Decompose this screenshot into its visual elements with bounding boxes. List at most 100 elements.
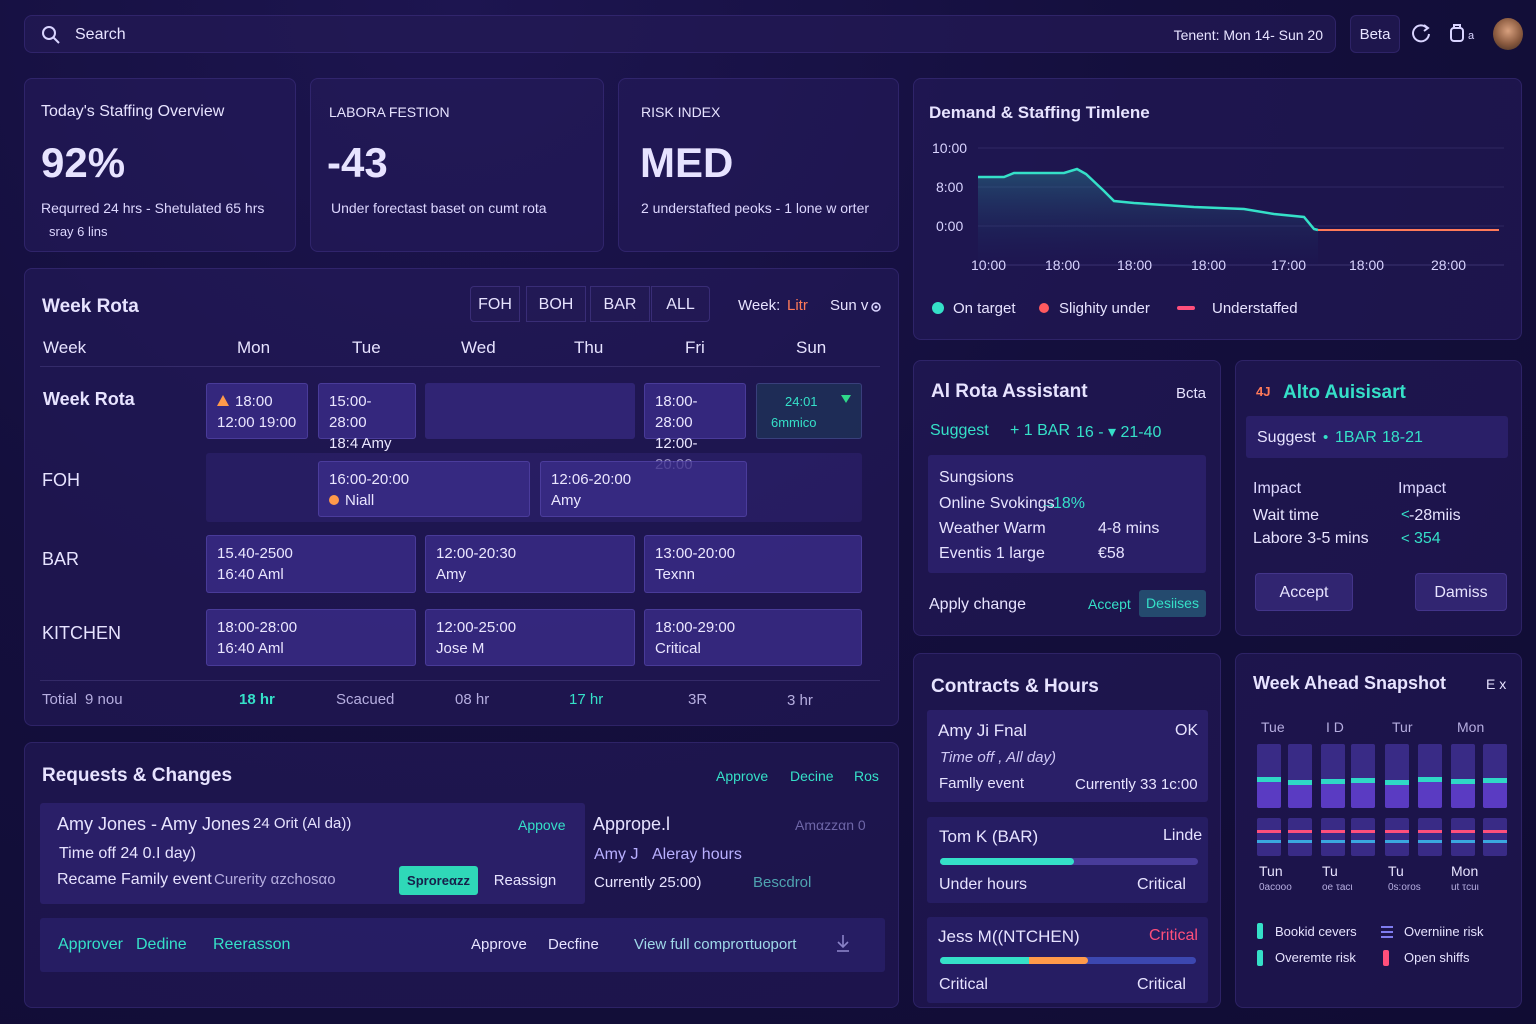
tab-all[interactable]: ALL — [651, 286, 710, 322]
total-thu: 17 hr — [569, 691, 604, 708]
tab-foh[interactable]: FOH — [470, 286, 520, 322]
decline-all-link[interactable]: Decine — [790, 768, 834, 784]
notification-icon[interactable]: a — [1448, 22, 1480, 49]
reassign-button[interactable]: Reassign — [493, 872, 557, 889]
overnight-marker — [1385, 840, 1409, 843]
approve-request-button[interactable]: Sproreαzz — [399, 866, 478, 895]
refresh-icon[interactable] — [1410, 22, 1432, 49]
ai-suggest-label: Suggest — [930, 422, 989, 439]
snapshot-bar-fill — [1257, 779, 1281, 808]
approve-link[interactable]: Appove — [518, 817, 566, 833]
snapshot-day: Tu — [1388, 863, 1404, 879]
approve-all-link[interactable]: Approve — [716, 768, 769, 784]
approver-link[interactable]: Approver — [58, 936, 123, 953]
view-full-link[interactable]: View full comproτtuoport — [634, 936, 797, 953]
snapshot-bar-marker — [1257, 777, 1281, 783]
snapshot-title: Week Ahead Snapshot — [1253, 673, 1447, 693]
shift-detail: 12:00 19:00 — [217, 414, 297, 431]
legend-overnight: Overniine risk — [1404, 924, 1484, 939]
requests-title: Requests & Changes — [42, 765, 233, 786]
dismiss-button[interactable]: Damiss — [1415, 573, 1507, 611]
tab-boh[interactable]: BOH — [526, 286, 586, 322]
shift-time: 24:01 — [785, 394, 818, 409]
shift-block[interactable]: 15:00-28:00 18:4 Amy — [318, 383, 416, 452]
shift-block[interactable]: 16:00-20:00 Niall — [318, 461, 530, 517]
legend-on-target-icon — [932, 302, 944, 314]
snapshot-bar-marker — [1321, 779, 1345, 785]
search-bar[interactable]: Search Tenent: Mon 14- Sun 20 — [24, 15, 1336, 53]
left-arrow-icon: < — [1401, 530, 1410, 547]
svg-text:a: a — [1468, 30, 1475, 42]
shift-block-highlight[interactable]: 24:01 6mmico — [756, 383, 862, 439]
y-tick: 0:00 — [936, 218, 963, 234]
change-current: Currently 25:00) — [594, 874, 702, 891]
week-selector[interactable]: Litr — [787, 297, 808, 314]
sun-selector[interactable]: Sun v — [830, 297, 869, 314]
search-input[interactable]: Search — [75, 26, 126, 43]
shift-block[interactable]: 18:00-28:00 16:40 Aml — [206, 609, 416, 666]
snapshot-day: I D — [1326, 719, 1344, 735]
change-person: Amy J — [594, 846, 639, 863]
shift-block[interactable]: 18:00-28:00 12:00-20:00 — [644, 383, 746, 473]
settings-icon[interactable] — [870, 300, 882, 318]
contract-name: Amy Ji Fnal — [938, 721, 1027, 740]
risk-marker — [1321, 830, 1345, 833]
snapshot-bar-fill — [1451, 781, 1475, 808]
empty-shift-slot[interactable] — [425, 383, 635, 439]
shift-block[interactable]: 13:00-20:00 Texnn — [644, 535, 862, 593]
shift-time: 16:00-20:00 — [329, 471, 410, 488]
snapshot-bar — [1257, 744, 1281, 808]
risk-marker — [1351, 830, 1375, 833]
snapshot-sub: ut τcuι — [1451, 882, 1479, 893]
alto-suggest-time: 18-21 — [1382, 429, 1423, 446]
dedine-link[interactable]: Dedine — [136, 936, 187, 953]
decline-button[interactable]: Decfine — [548, 936, 599, 953]
snapshot-bar — [1288, 744, 1312, 808]
staffing-percent: 92% — [41, 139, 126, 186]
col-header-week: Week — [43, 338, 87, 357]
legend-on-target: On target — [953, 300, 1016, 317]
shift-block[interactable]: 18:00-29:00 Critical — [644, 609, 862, 666]
col-header-thu: Thu — [574, 338, 604, 357]
shift-block[interactable]: 18:00 12:00 19:00 — [206, 383, 308, 439]
shift-time: 15.40-2500 — [217, 545, 293, 562]
labor-variance: -43 — [327, 139, 388, 186]
card-title: Demand & Staffing Timlene — [929, 103, 1150, 122]
dismiss-button[interactable]: Desiises — [1139, 590, 1206, 617]
total-mon: 18 hr — [239, 691, 275, 708]
shift-block[interactable]: 12:00-20:30 Amy — [425, 535, 635, 593]
snapshot-close[interactable]: E x — [1486, 676, 1507, 692]
card-title: RISK INDEX — [641, 104, 721, 120]
contract-row[interactable] — [927, 710, 1208, 802]
shift-time: 18:00 — [235, 393, 273, 410]
shift-detail: Critical — [655, 640, 701, 657]
approve-button[interactable]: Approve — [471, 936, 527, 953]
accept-link[interactable]: Accept — [1088, 596, 1131, 612]
snapshot-risk-bar — [1321, 818, 1345, 856]
legend-overnight-icon — [1381, 926, 1393, 938]
legend-overtime: Overemte risk — [1275, 950, 1356, 965]
beta-button[interactable]: Beta — [1350, 15, 1400, 53]
shift-block[interactable]: 15.40-2500 16:40 Aml — [206, 535, 416, 593]
ai-suggest-add: + 1 BAR — [1010, 422, 1071, 439]
snapshot-risk-bar — [1418, 818, 1442, 856]
snapshot-bar — [1451, 744, 1475, 808]
contract-event: Famlly event — [939, 775, 1025, 792]
reerasson-link[interactable]: Reerasson — [213, 936, 291, 953]
ros-link[interactable]: Ros — [854, 768, 879, 784]
shift-block[interactable]: 12:00-25:00 Jose M — [425, 609, 635, 666]
overnight-marker — [1483, 840, 1507, 843]
wait-time-label: Wait time — [1253, 507, 1320, 524]
shift-detail: 6mmico — [771, 415, 817, 430]
on-target-line — [978, 167, 1319, 232]
left-arrow-icon: < — [1401, 506, 1410, 523]
tab-bar[interactable]: BAR — [590, 286, 650, 322]
accept-button[interactable]: Accept — [1255, 573, 1353, 611]
avatar[interactable] — [1493, 18, 1523, 50]
shift-block[interactable]: 12:06-20:00 Amy — [540, 461, 747, 517]
overnight-marker — [1288, 840, 1312, 843]
snapshot-bar — [1321, 744, 1345, 808]
forecast-note: Under forectast baset on cumt rota — [331, 200, 547, 216]
download-icon[interactable] — [835, 933, 851, 958]
legend-overtime-icon — [1257, 950, 1263, 966]
